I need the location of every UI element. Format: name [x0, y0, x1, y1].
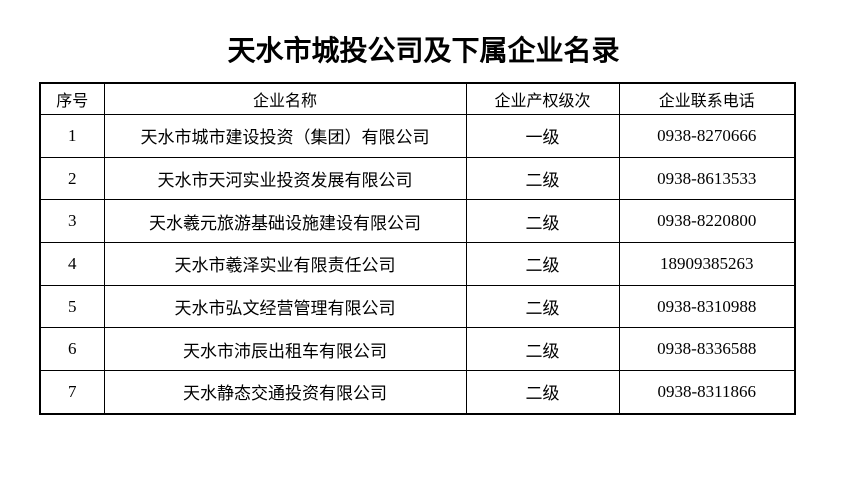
cell-level: 二级: [465, 199, 620, 244]
cell-serial-no: 1: [39, 114, 105, 158]
company-table: 序号 企业名称 企业产权级次 企业联系电话 1 天水市城市建设投资（集团）有限公…: [39, 82, 796, 415]
cell-phone: 18909385263: [618, 242, 796, 286]
cell-serial-no: 2: [39, 156, 105, 201]
cell-phone: 0938-8270666: [618, 114, 796, 158]
cell-phone: 0938-8613533: [618, 156, 796, 201]
column-header-level: 企业产权级次: [465, 82, 620, 115]
cell-level: 二级: [465, 370, 620, 415]
table-row: 4 天水市羲泽实业有限责任公司 二级 18909385263: [39, 242, 796, 286]
table-row: 6 天水市沛辰出租车有限公司 二级 0938-8336588: [39, 327, 796, 372]
cell-company-name: 天水羲元旅游基础设施建设有限公司: [103, 199, 467, 244]
cell-phone: 0938-8220800: [618, 199, 796, 244]
cell-company-name: 天水市弘文经营管理有限公司: [103, 284, 467, 329]
page-title: 天水市城投公司及下属企业名录: [227, 36, 620, 67]
cell-serial-no: 6: [39, 327, 105, 372]
cell-phone: 0938-8336588: [618, 327, 796, 372]
cell-phone: 0938-8310988: [618, 284, 796, 329]
cell-level: 二级: [465, 242, 620, 286]
cell-company-name: 天水市天河实业投资发展有限公司: [103, 156, 467, 201]
column-header-no: 序号: [39, 82, 105, 115]
cell-level: 二级: [465, 156, 620, 201]
cell-level: 二级: [465, 284, 620, 329]
cell-serial-no: 3: [39, 199, 105, 244]
cell-serial-no: 5: [39, 284, 105, 329]
header-row: 序号 企业名称 企业产权级次 企业联系电话: [39, 82, 796, 115]
column-header-phone: 企业联系电话: [618, 82, 796, 115]
cell-serial-no: 4: [39, 242, 105, 286]
table-row: 2 天水市天河实业投资发展有限公司 二级 0938-8613533: [39, 156, 796, 201]
table-row: 7 天水静态交通投资有限公司 二级 0938-8311866: [39, 370, 796, 415]
column-header-name: 企业名称: [103, 82, 467, 115]
cell-phone: 0938-8311866: [618, 370, 796, 415]
cell-company-name: 天水市羲泽实业有限责任公司: [103, 242, 467, 286]
cell-company-name: 天水市沛辰出租车有限公司: [103, 327, 467, 372]
cell-company-name: 天水静态交通投资有限公司: [103, 370, 467, 415]
cell-level: 二级: [465, 327, 620, 372]
table-row: 3 天水羲元旅游基础设施建设有限公司 二级 0938-8220800: [39, 199, 796, 244]
table-row: 1 天水市城市建设投资（集团）有限公司 一级 0938-8270666: [39, 114, 796, 158]
cell-serial-no: 7: [39, 370, 105, 415]
cell-level: 一级: [465, 114, 620, 158]
table-row: 5 天水市弘文经营管理有限公司 二级 0938-8310988: [39, 284, 796, 329]
cell-company-name: 天水市城市建设投资（集团）有限公司: [103, 114, 467, 158]
